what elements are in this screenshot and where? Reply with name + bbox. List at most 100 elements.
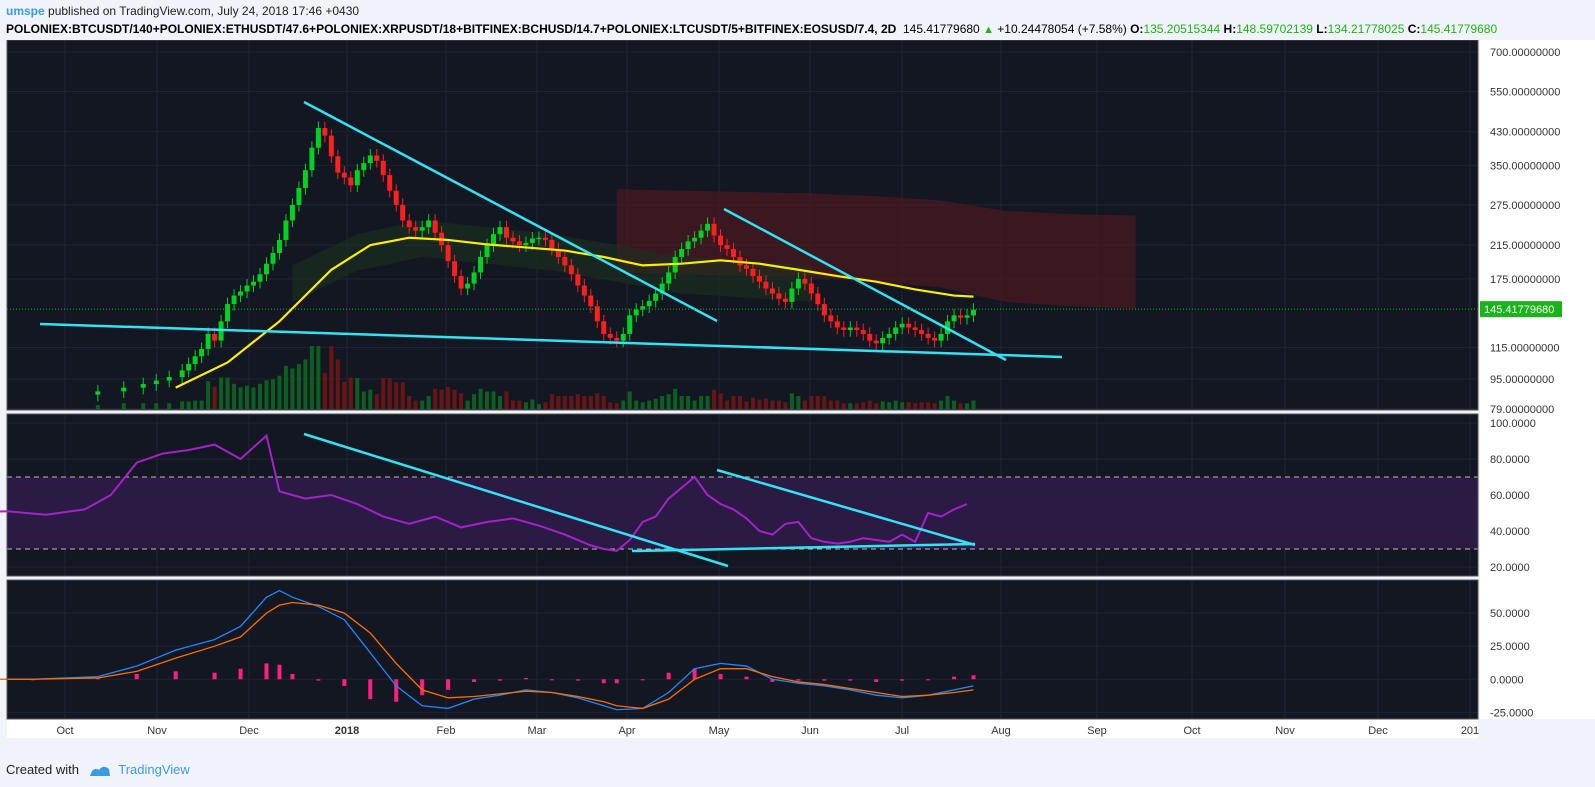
volume-bar	[413, 400, 418, 409]
volume-bar	[893, 400, 898, 409]
candle-body	[854, 327, 860, 331]
candle-body	[179, 370, 185, 378]
price-axis-tick-label: 175.00000000	[1490, 274, 1560, 286]
pane-border	[6, 413, 1479, 577]
volume-bar	[776, 400, 781, 409]
candle-body	[782, 298, 788, 302]
volume-bar	[141, 403, 146, 409]
volume-bar	[796, 396, 801, 409]
macd-histogram-bar	[420, 679, 425, 696]
candle-body	[705, 223, 711, 231]
candle-body	[620, 333, 626, 341]
macd-histogram-bar	[523, 677, 528, 680]
candle-body	[860, 330, 866, 334]
volume-bar	[180, 401, 185, 409]
volume-bar	[763, 398, 768, 409]
volume-bar	[556, 396, 561, 409]
candle-body	[867, 333, 873, 341]
candle-body	[568, 265, 574, 275]
time-axis-tick-label: Dec	[239, 725, 259, 737]
macd-histogram-bar	[95, 677, 100, 680]
macd-histogram-bar	[770, 679, 775, 682]
candle-body	[607, 333, 613, 338]
volume-bar	[854, 403, 859, 409]
volume-bar	[426, 396, 431, 409]
volume-bar	[238, 387, 243, 409]
time-axis-tick-label: Mar	[528, 725, 547, 737]
candle-body	[225, 304, 231, 322]
volume-bar	[121, 403, 126, 409]
volume-bar	[459, 393, 464, 409]
volume-bar	[420, 400, 425, 409]
candle-body	[302, 170, 308, 188]
volume-bar	[270, 379, 275, 409]
footer: Created with TradingView	[6, 762, 190, 778]
macd-histogram-bar	[316, 679, 321, 681]
candle-body	[925, 333, 931, 338]
candle-body	[653, 293, 659, 301]
price-axis-tick-label: 700.00000000	[1490, 47, 1560, 59]
volume-bar	[245, 385, 250, 409]
volume-bar	[958, 403, 963, 409]
candle-body	[685, 241, 691, 250]
volume-bar	[673, 388, 678, 409]
volume-bar	[926, 402, 931, 409]
candle-body	[484, 245, 490, 258]
macd-histogram-bar	[290, 673, 295, 680]
candle-body	[251, 281, 257, 286]
volume-bar	[277, 375, 282, 409]
candle-body	[666, 272, 672, 284]
volume-bar	[472, 394, 477, 409]
volume-bar	[290, 368, 295, 409]
macd-axis-tick-label: -25.0000	[1490, 707, 1533, 719]
rsi-axis-tick-label: 40.0000	[1490, 526, 1530, 538]
macd-histogram-bar	[971, 675, 976, 680]
candle-body	[503, 227, 509, 238]
candle-body	[581, 285, 587, 296]
candle-body	[419, 227, 425, 231]
macd-histogram-bar	[692, 668, 697, 680]
volume-bar	[789, 393, 794, 409]
time-axis-tick-label: Nov	[147, 725, 167, 737]
volume-bar	[504, 391, 509, 409]
candle-body	[153, 380, 159, 385]
price-axis-tick-label: 115.00000000	[1490, 343, 1560, 355]
macd-histogram-bar	[394, 679, 399, 702]
volume-bar	[562, 396, 567, 409]
volume-bar	[815, 396, 820, 409]
volume-bar	[588, 396, 593, 409]
macd-histogram-bar	[472, 679, 477, 682]
volume-bar	[309, 346, 314, 409]
tradingview-link[interactable]: TradingView	[118, 762, 190, 777]
candle-body	[523, 242, 529, 246]
candle-body	[841, 327, 847, 331]
volume-bar	[387, 378, 392, 409]
created-with: Created with	[6, 762, 79, 777]
candle-body	[238, 291, 244, 296]
author-name[interactable]: umspe	[6, 4, 45, 18]
candle-body	[452, 261, 458, 277]
volume-bar	[692, 400, 697, 409]
volume-bar	[95, 405, 100, 409]
price-change: +10.24478054 (+7.58%)	[997, 22, 1127, 36]
candle-body	[387, 175, 393, 191]
time-axis-tick-label: May	[709, 725, 730, 737]
volume-bar	[783, 402, 788, 409]
ichimoku-cloud-bearish	[616, 189, 1136, 309]
candle-body	[731, 249, 737, 258]
candle-body	[815, 293, 821, 305]
macd-histogram-bar	[614, 679, 619, 684]
volume-bar	[686, 396, 691, 409]
time-axis-panel	[7, 719, 1478, 738]
volume-bar	[407, 396, 412, 409]
chart-area[interactable]: Oct Nov Dec 2018 Feb Mar Apr May Jun Jul Aug Sep Oct…	[0, 40, 1595, 750]
time-axis-tick-label: Oct	[56, 725, 73, 737]
symbol-info: POLONIEX:BTCUSDT/140+POLONIEX:ETHUSDT/47…	[6, 22, 1497, 36]
macd-histogram-bar	[900, 679, 905, 681]
macd-histogram-bar	[134, 673, 139, 680]
publish-info: umspe published on TradingView.com, July…	[6, 4, 359, 18]
low-label: L:	[1316, 22, 1328, 36]
macd-histogram-bar	[549, 679, 554, 681]
volume-bar	[757, 399, 762, 409]
time-axis-tick-label: Aug	[991, 725, 1011, 737]
